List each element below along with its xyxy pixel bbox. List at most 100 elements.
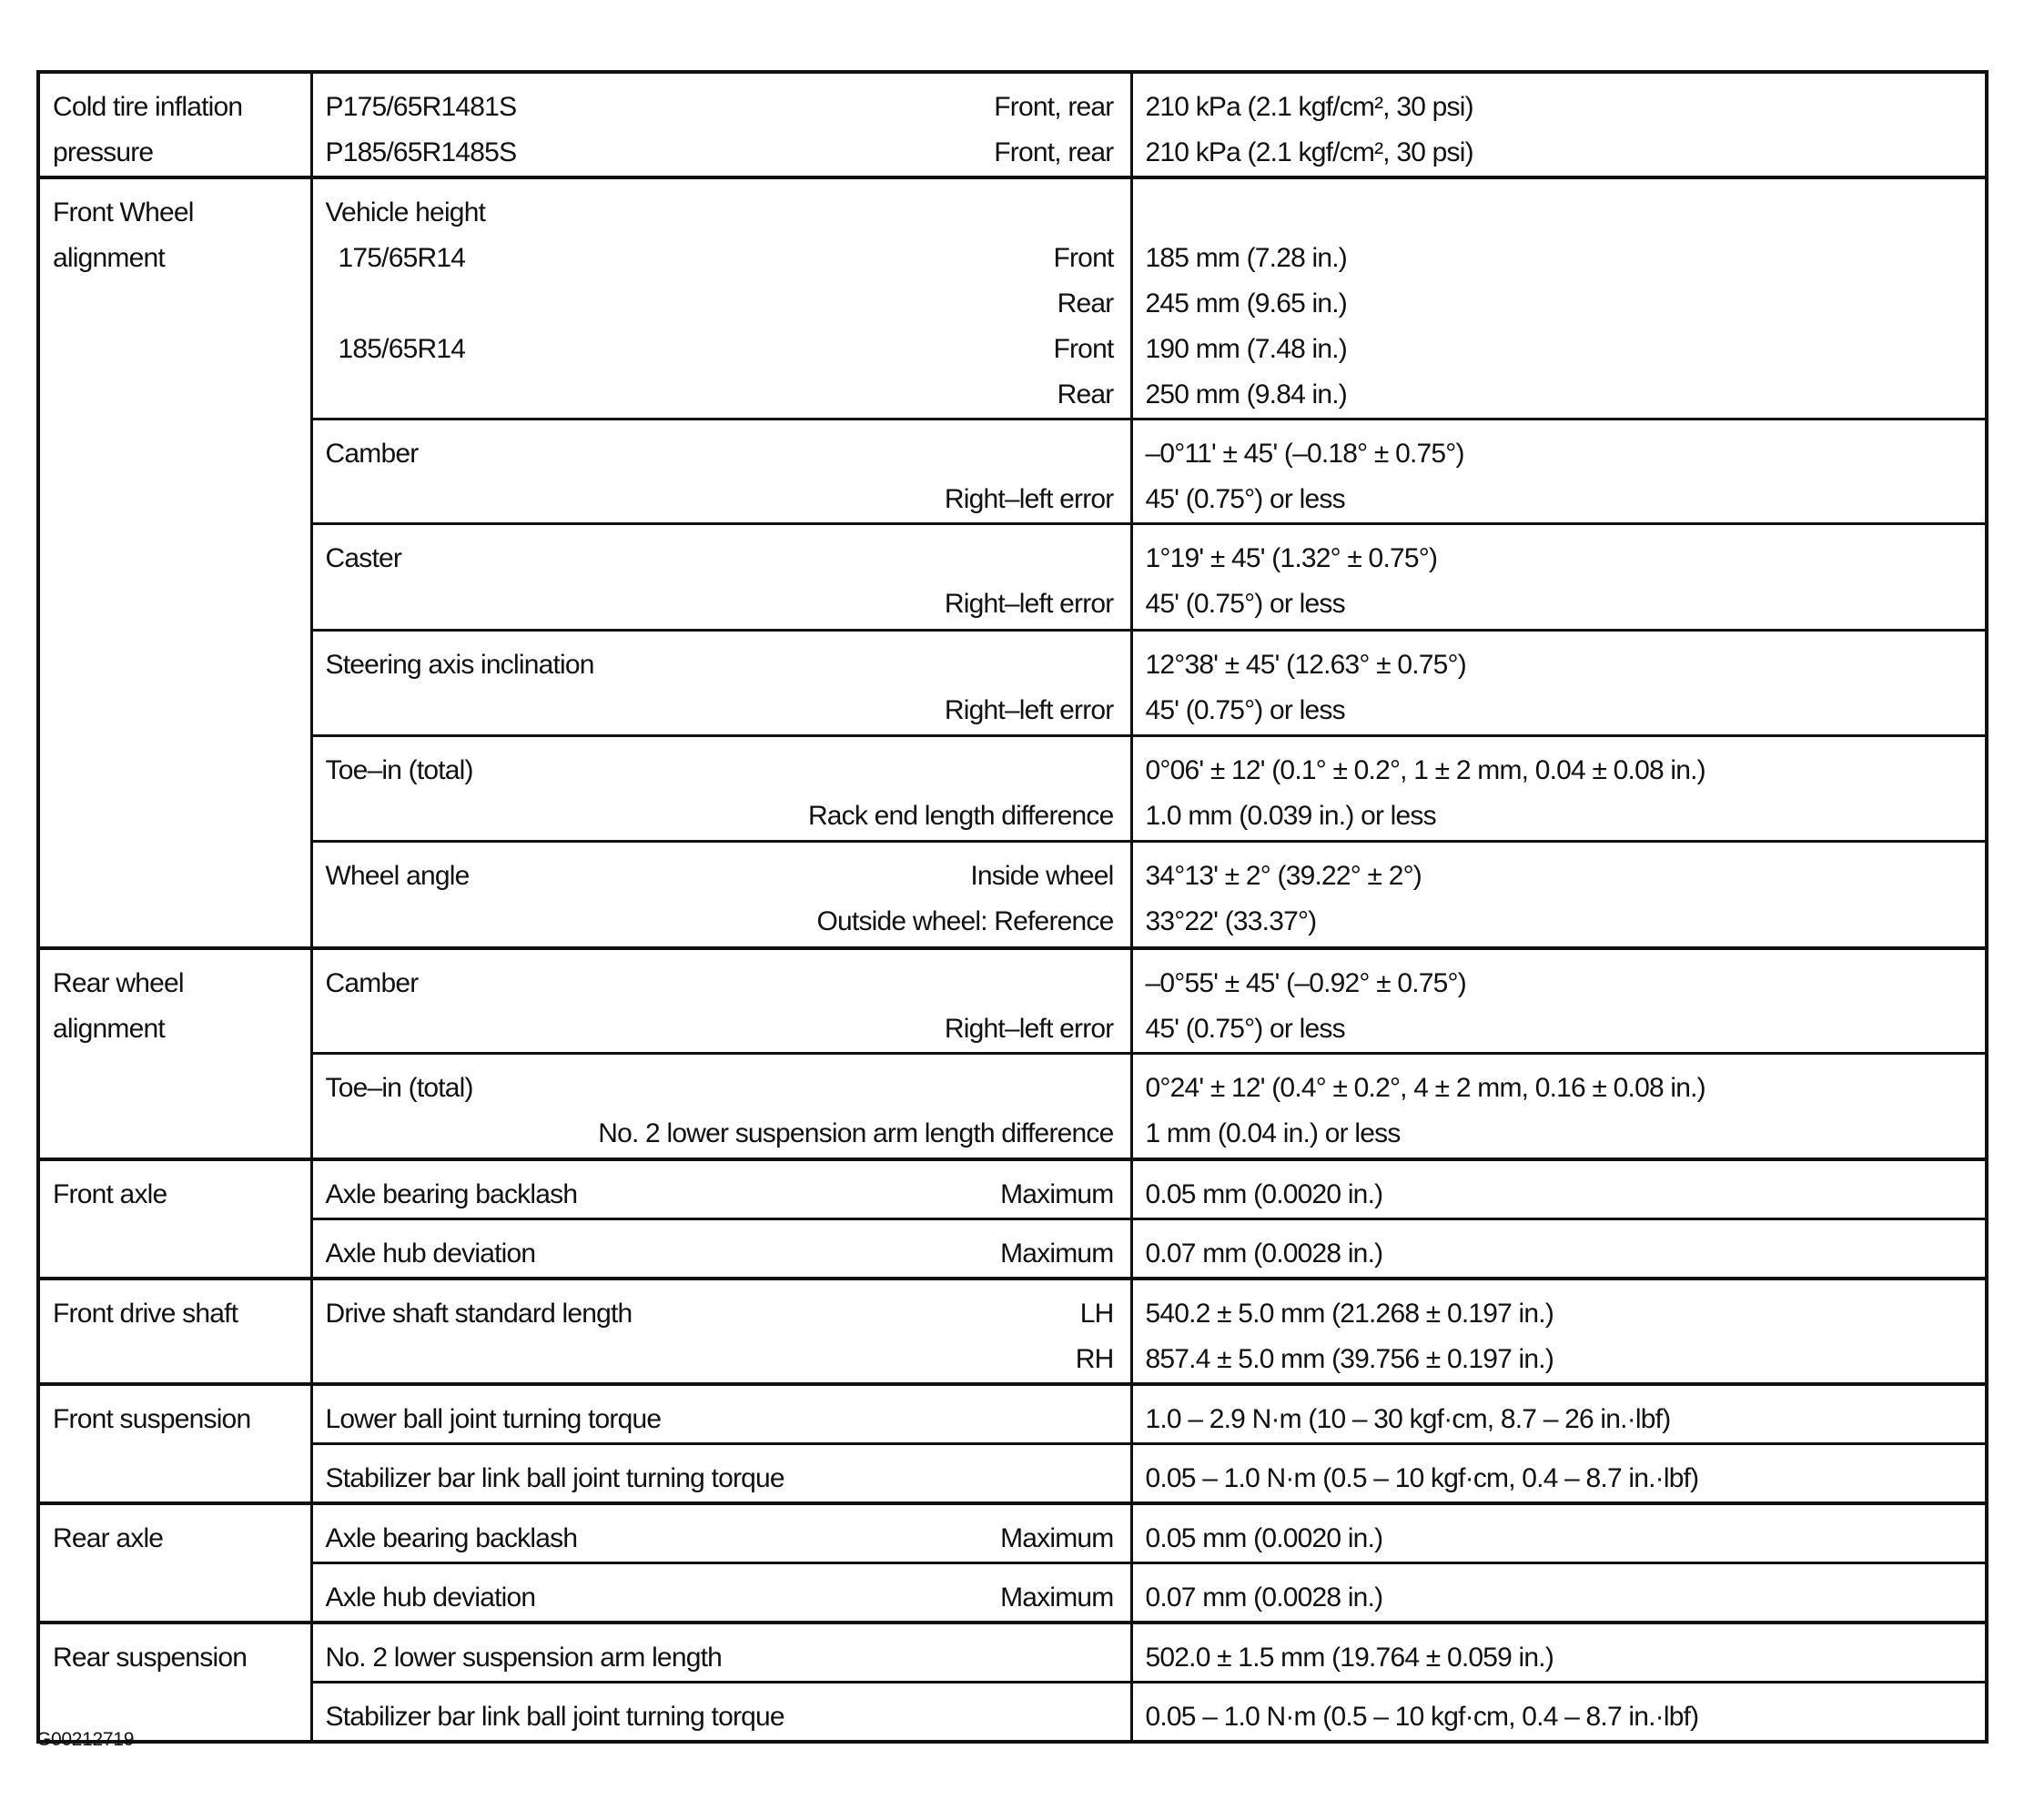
value-lines: 0°24' ± 12' (0.4° ± 0.2°, 4 ± 2 mm, 0.16… [1133,1055,1986,1157]
item-line: Vehicle height [313,190,1130,236]
item-label: P175/65R1481S [325,92,518,122]
spec-value: 540.2 ± 5.0 mm (21.268 ± 0.197 in.) [1145,1299,1554,1329]
group-label-line: Front drive shaft [53,1299,238,1329]
value-cell: 1.0 – 2.9 N·m (10 – 30 kgf·cm, 8.7 – 26 … [1129,1382,1989,1445]
item-line: Right–left error [313,581,1130,627]
item-lines: Drive shaft standard length LH RH [313,1280,1130,1382]
group-label-line: Cold tire inflation [53,92,243,122]
item-lines: Vehicle height 175/65R14 Front Rear 185/65R1… [313,179,1130,418]
spec-value: 33°22' (33.37°) [1145,906,1318,936]
item-lines: Caster Right–left error [313,525,1130,627]
table-row: Front axle Axle bearing backlash Maximum 0.… [36,1158,1989,1280]
item-condition: Inside wheel [970,861,1114,891]
spec-value: 210 kPa (2.1 kgf/cm², 30 psi) [1145,137,1474,167]
item-lines: Camber Right–left error [313,950,1130,1052]
item-lines: Toe–in (total) No. 2 lower suspension arm… [313,1055,1130,1157]
table-row: Front Wheel alignment Vehicle height 175/65… [36,176,1989,950]
group-label-line: Front suspension [53,1404,251,1434]
item-label: Camber [325,967,420,998]
spec-value [1133,190,1986,236]
value-cell: 0.07 mm (0.0028 in.) [1129,1562,1989,1624]
group-label-line: alignment [53,1013,166,1044]
value-cell: 0°06' ± 12' (0.1° ± 0.2°, 1 ± 2 mm, 0.04… [1129,734,1989,843]
item-cell: Axle bearing backlash Maximum [309,1502,1133,1564]
value-lines: 0.05 mm (0.0020 in.) [1133,1505,1986,1562]
spec-value: 190 mm (7.48 in.) [1145,334,1348,364]
item-line: Caster [313,536,1130,581]
value-cell: 0.05 mm (0.0020 in.) [1129,1502,1989,1564]
value-lines: 1.0 – 2.9 N·m (10 – 30 kgf·cm, 8.7 – 26 … [1133,1386,1986,1442]
item-line: Toe–in (total) [313,1066,1130,1111]
value-cell: –0°55' ± 45' (–0.92° ± 0.75°) 45' (0.75°)… [1129,945,1989,1055]
group-label-line: Front Wheel [53,197,194,228]
spec-value: 245 mm (9.65 in.) [1145,288,1348,318]
item-line: Right–left error [313,688,1130,733]
item-label: Axle hub deviation [325,1582,537,1613]
value-cell: 502.0 ± 1.5 mm (19.764 ± 0.059 in.) [1129,1621,1989,1684]
value-lines: 540.2 ± 5.0 mm (21.268 ± 0.197 in.) 857.4… [1133,1280,1986,1382]
spec-value: 0.05 – 1.0 N·m (0.5 – 10 kgf·cm, 0.4 – 8… [1145,1463,1700,1493]
value-lines: 0.07 mm (0.0028 in.) [1133,1220,1986,1277]
table-row: Caster Right–left error 1°19' ± 45' (1.32°… [38,522,1989,632]
item-cell: Axle hub deviation Maximum [309,1218,1133,1280]
table-row: Rear axle Axle bearing backlash Maximum 0.0… [36,1502,1989,1624]
item-lines: No. 2 lower suspension arm length [313,1624,1130,1681]
item-lines: Lower ball joint turning torque [313,1386,1130,1442]
spec-value: 12°38' ± 45' (12.63° ± 0.75°) [1145,650,1467,680]
group-label: Rear suspension [40,1624,310,1681]
value-lines: 0.05 – 1.0 N·m (0.5 – 10 kgf·cm, 0.4 – 8… [1133,1445,1986,1502]
item-label: P185/65R1485S [325,137,518,167]
group-label-line: Rear axle [53,1523,164,1553]
value-lines: 0.07 mm (0.0028 in.) [1133,1564,1986,1621]
value-lines: 502.0 ± 1.5 mm (19.764 ± 0.059 in.) [1133,1624,1986,1681]
item-line: Rack end length difference [313,794,1130,839]
item-cell: Toe–in (total) No. 2 lower suspension arm… [309,1051,1133,1161]
group-label-line: alignment [53,243,166,273]
item-line: P185/65R1485S Front, rear [313,130,1130,176]
table-row: Rear suspension No. 2 lower suspension ar… [36,1621,1989,1744]
item-line: Lower ball joint turning torque [313,1397,1130,1442]
group-label-cell: Rear wheel alignment [36,945,313,1161]
item-line: Right–left error [313,1006,1130,1052]
group-label: Front drive shaft [40,1280,310,1337]
item-lines: Toe–in (total) Rack end length difference [313,737,1130,839]
item-label [326,281,339,327]
item-label: Stabilizer bar link ball joint turning t… [325,1463,785,1493]
item-line: No. 2 lower suspension arm length differ… [313,1111,1130,1157]
value-lines: –0°11' ± 45' (–0.18° ± 0.75°) 45' (0.75°)… [1133,420,1986,522]
table-row: Camber Right–left error –0°11' ± 45' (–0.1… [38,418,1989,525]
item-cell: P175/65R1481S Front, rear P185/65R1485S Fro… [309,70,1133,179]
table-row: Toe–in (total) Rack end length difference… [38,734,1989,843]
value-cell: 210 kPa (2.1 kgf/cm², 30 psi) 210 kPa (2.… [1129,70,1989,179]
item-line: Wheel angle Inside wheel [313,854,1130,899]
group-label-cell: Front Wheel alignment [36,176,313,950]
value-lines: 0.05 mm (0.0020 in.) [1133,1161,1986,1218]
item-condition: Maximum [1000,1582,1114,1613]
table-row: Front drive shaft Drive shaft standard le… [36,1277,1989,1386]
item-lines: Stabilizer bar link ball joint turning t… [313,1684,1130,1740]
spec-value: 1 mm (0.04 in.) or less [1145,1117,1402,1148]
item-line: Stabilizer bar link ball joint turning t… [313,1456,1130,1502]
value-cell: 0.05 mm (0.0020 in.) [1129,1158,1989,1220]
table-row: Stabilizer bar link ball joint turning t… [38,1442,1989,1505]
spec-value: 45' (0.75°) or less [1145,1013,1346,1044]
spec-value: 0°24' ± 12' (0.4° ± 0.2°, 4 ± 2 mm, 0.16… [1145,1072,1706,1103]
item-line: Rear [313,281,1130,327]
group-label-cell: Rear suspension [36,1621,313,1744]
spec-value: 250 mm (9.84 in.) [1145,379,1348,410]
value-lines: 34°13' ± 2° (39.22° ± 2°) 33°22' (33.37°) [1133,843,1986,945]
group-label-cell: Front drive shaft [36,1277,313,1386]
item-line: Toe–in (total) [313,748,1130,794]
item-cell: Axle hub deviation Maximum [309,1562,1133,1624]
spec-value: –0°55' ± 45' (–0.92° ± 0.75°) [1145,967,1467,998]
group-label: Front suspension [40,1386,310,1442]
spec-value: 502.0 ± 1.5 mm (19.764 ± 0.059 in.) [1145,1643,1554,1673]
item-lines: Axle bearing backlash Maximum [313,1505,1130,1562]
item-line: P175/65R1481S Front, rear [313,85,1130,130]
value-cell: 540.2 ± 5.0 mm (21.268 ± 0.197 in.) 857.4… [1129,1277,1989,1386]
item-cell: Steering axis inclination Right–left erro… [309,629,1133,737]
value-cell: 0.05 – 1.0 N·m (0.5 – 10 kgf·cm, 0.4 – 8… [1129,1681,1989,1744]
item-condition: Rear [1057,288,1115,318]
item-lines: Axle hub deviation Maximum [313,1564,1130,1621]
item-line: Steering axis inclination [313,642,1130,688]
